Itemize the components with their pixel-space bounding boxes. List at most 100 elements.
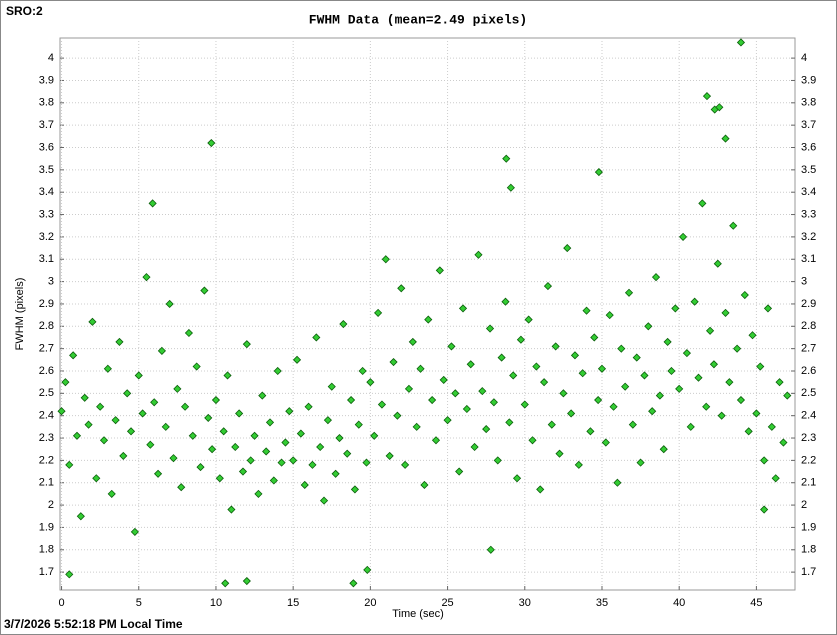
x-tick-label: 45	[750, 597, 762, 609]
data-point	[389, 357, 398, 367]
data-point	[574, 460, 583, 469]
data-point	[169, 454, 178, 463]
data-point	[594, 395, 603, 405]
data-point	[516, 335, 525, 344]
data-point	[366, 378, 375, 387]
data-point	[420, 480, 429, 490]
data-point	[146, 440, 155, 449]
data-point	[111, 416, 120, 425]
x-tick-label: 35	[596, 597, 608, 609]
y2-tick-label: 1.7	[801, 566, 816, 578]
data-point	[715, 103, 724, 112]
y-tick-label: 2	[48, 499, 54, 511]
data-point	[644, 322, 653, 331]
data-point	[648, 407, 657, 416]
y-tick-label: 2.4	[39, 410, 54, 422]
y-tick-label: 2.1	[39, 477, 54, 489]
data-point	[223, 371, 232, 380]
y2-tick-label: 2.2	[801, 454, 816, 466]
y2-tick-label: 1.9	[801, 521, 816, 533]
data-point	[377, 400, 387, 409]
data-point	[177, 483, 186, 492]
data-point	[215, 474, 224, 483]
y2-tick-label: 2.4	[801, 410, 816, 422]
data-point	[92, 474, 101, 483]
data-point	[771, 474, 780, 483]
y-tick-label: 2.9	[39, 298, 54, 310]
y-tick-label: 1.9	[39, 521, 54, 533]
data-point	[447, 342, 456, 351]
y-tick-label: 3.6	[39, 141, 54, 153]
data-point	[659, 445, 668, 454]
y-tick-label: 2.6	[39, 365, 54, 377]
data-point	[269, 476, 278, 485]
y2-tick-label: 3.3	[801, 208, 816, 220]
data-point	[204, 413, 213, 422]
data-point	[184, 328, 193, 338]
data-point	[211, 395, 221, 405]
data-point	[520, 400, 529, 409]
data-point	[497, 353, 506, 362]
data-point	[428, 395, 437, 405]
data-point	[65, 460, 74, 469]
data-point	[200, 286, 209, 295]
y-tick-label: 3.8	[39, 97, 54, 109]
data-point	[347, 395, 356, 405]
data-point	[694, 373, 703, 382]
data-point	[343, 449, 352, 458]
data-point	[76, 512, 85, 521]
data-point	[349, 579, 358, 588]
y2-tick-label: 3.9	[801, 74, 816, 86]
data-point	[61, 378, 70, 387]
data-point	[559, 389, 568, 398]
data-point	[173, 384, 182, 393]
data-point	[760, 456, 769, 465]
y-tick-label: 4	[48, 52, 54, 64]
y-tick-label: 3.7	[39, 119, 54, 131]
y2-tick-label: 2.9	[801, 298, 816, 310]
data-point	[760, 505, 769, 514]
data-point	[617, 344, 626, 353]
data-point	[381, 255, 390, 264]
data-point	[435, 266, 444, 275]
y-tick-label: 2.2	[39, 454, 54, 466]
y2-tick-label: 2.3	[801, 432, 816, 444]
data-point	[663, 337, 672, 347]
y2-tick-label: 2.6	[801, 365, 816, 377]
data-point	[485, 324, 495, 333]
data-point	[640, 371, 649, 380]
data-point	[431, 436, 441, 445]
data-point	[103, 364, 112, 373]
data-point	[235, 409, 244, 418]
y-tick-label: 3.9	[39, 74, 54, 86]
data-point	[721, 308, 730, 317]
data-point	[779, 438, 788, 447]
data-point	[350, 485, 359, 494]
x-tick-label: 20	[364, 597, 376, 609]
data-point	[551, 342, 560, 351]
data-point	[632, 353, 641, 362]
data-point	[188, 431, 197, 440]
data-point	[96, 402, 105, 411]
data-point	[462, 404, 471, 414]
y-tick-label: 3.5	[39, 164, 54, 176]
data-point	[393, 411, 402, 420]
y2-tick-label: 2	[801, 499, 807, 511]
data-point	[153, 469, 163, 478]
data-point	[502, 154, 511, 163]
y-tick-label: 2.3	[39, 432, 54, 444]
data-point	[702, 92, 712, 101]
data-point	[578, 369, 587, 378]
data-point	[756, 362, 765, 371]
data-point	[655, 391, 664, 400]
data-point	[281, 438, 290, 447]
data-point	[451, 389, 460, 398]
timestamp: 3/7/2026 5:52:18 PM Local Time	[4, 617, 183, 631]
data-point	[277, 458, 286, 467]
data-point	[671, 304, 680, 313]
data-point	[628, 420, 637, 429]
data-point	[775, 378, 784, 387]
y-axis-label: FWHM (pixels)	[14, 278, 26, 351]
y-tick-label: 3	[48, 276, 54, 288]
